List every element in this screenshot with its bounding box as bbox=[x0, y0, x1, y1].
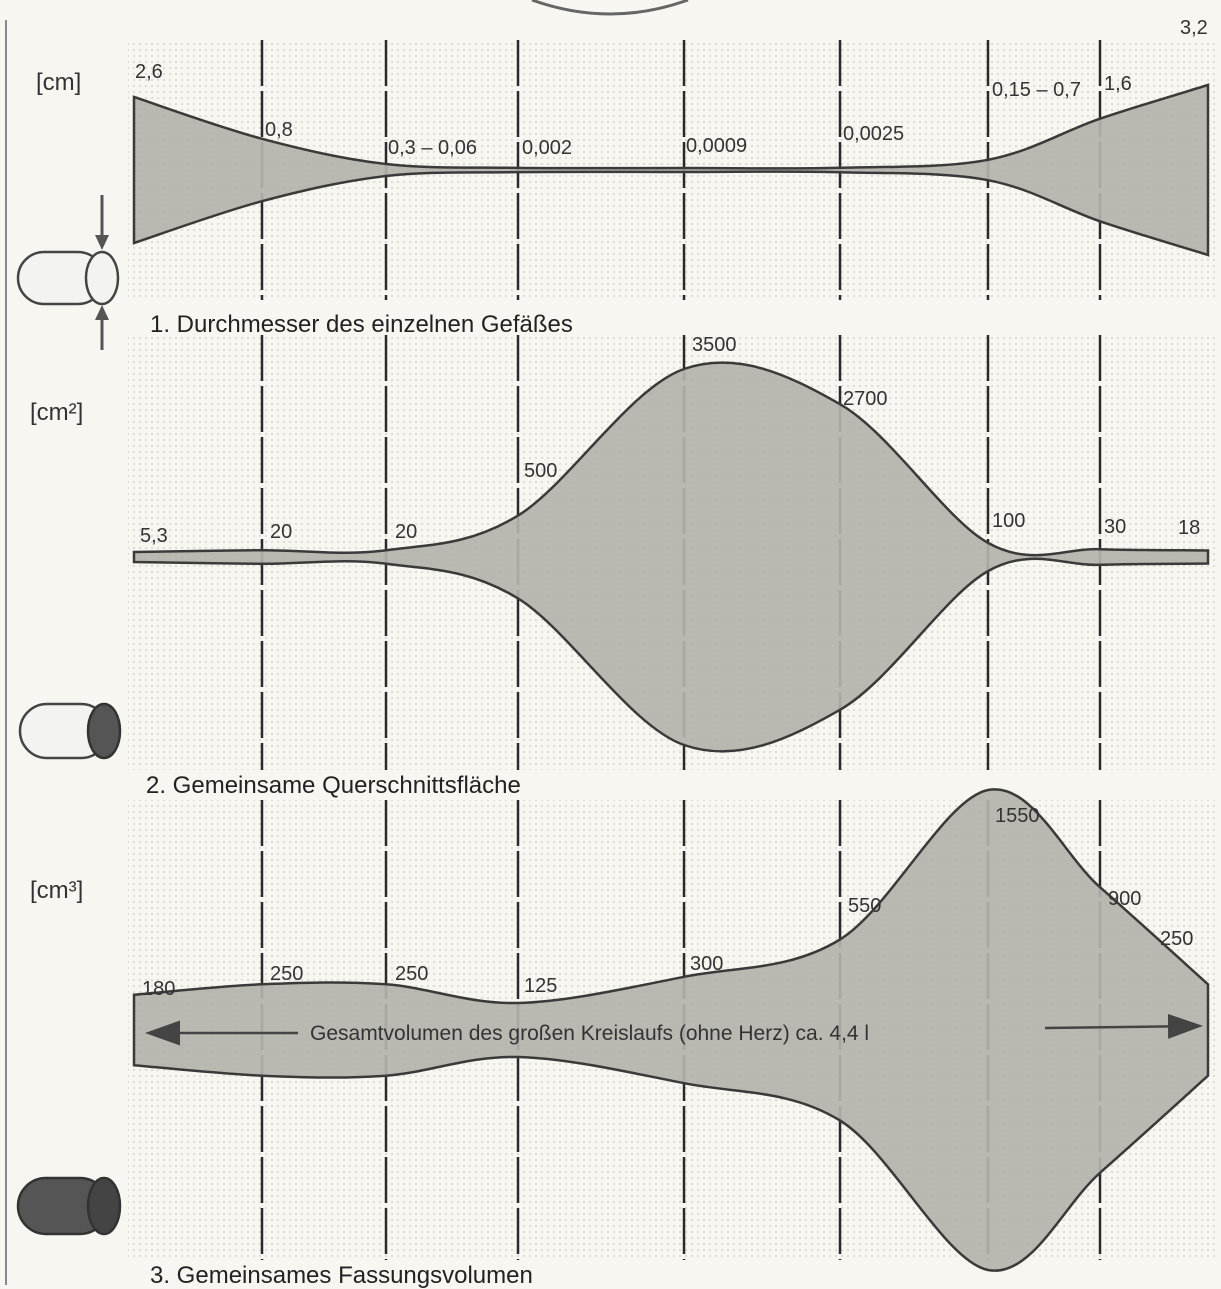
panel-2-value-4: 3500 bbox=[692, 334, 737, 356]
panel-2-value-1: 20 bbox=[270, 521, 292, 543]
panel-3-value-5: 550 bbox=[848, 895, 881, 917]
panel-1-value-5: 0,0025 bbox=[843, 123, 904, 145]
panel-2-value-8: 18 bbox=[1178, 517, 1200, 539]
panel-2-value-5: 2700 bbox=[843, 388, 888, 410]
panel-3-title: 3. Gemeinsames Fassungsvolumen bbox=[150, 1262, 533, 1289]
cross-section-shape bbox=[132, 361, 1210, 753]
panel-1-value-0: 2,6 bbox=[135, 61, 163, 83]
volume-shape bbox=[132, 788, 1210, 1272]
panel-3-value-1: 250 bbox=[270, 963, 303, 985]
panel-2-value-3: 500 bbox=[524, 460, 557, 482]
panel-3-value-4: 300 bbox=[690, 953, 723, 975]
panel-1-value-1: 0,8 bbox=[265, 119, 293, 141]
panel-1-value-2: 0,3 – 0,06 bbox=[388, 137, 477, 159]
diameter-shape bbox=[132, 83, 1210, 257]
panel-1-value-7: 1,6 bbox=[1104, 73, 1132, 95]
panel-2-value-6: 100 bbox=[992, 510, 1025, 532]
open-tube-icon bbox=[16, 195, 120, 350]
total-volume-annotation: Gesamtvolumen des großen Kreislaufs (ohn… bbox=[310, 1022, 869, 1045]
panel-1-title: 1. Durchmesser des einzelnen Gefäßes bbox=[150, 311, 573, 338]
panel-3-value-3: 125 bbox=[524, 975, 557, 997]
panel-1-value-3: 0,002 bbox=[522, 137, 572, 159]
top-decorative-arc bbox=[531, 0, 689, 16]
panel-2-title: 2. Gemeinsame Querschnittsfläche bbox=[146, 772, 521, 799]
panel-3-value-2: 250 bbox=[395, 963, 428, 985]
panel-3-value-8: 250 bbox=[1160, 928, 1193, 950]
panel-1-value-4: 0,0009 bbox=[686, 135, 747, 157]
panel-3-value-0: 180 bbox=[142, 978, 175, 1000]
panel-3-value-6: 1550 bbox=[995, 805, 1040, 827]
panel-1-value-6: 0,15 – 0,7 bbox=[992, 79, 1081, 101]
panel-1-value-8: 3,2 bbox=[1180, 17, 1208, 39]
panel-2-value-2: 20 bbox=[395, 521, 417, 543]
panel-3-unit-label: [cm³] bbox=[30, 877, 83, 904]
panel-2-unit-label: [cm²] bbox=[30, 399, 83, 426]
filled-tube-icon bbox=[16, 1176, 122, 1236]
panel-3-value-7: 900 bbox=[1108, 888, 1141, 910]
panel-1-unit-label: [cm] bbox=[36, 69, 81, 96]
panel-2-value-0: 5,3 bbox=[140, 525, 168, 547]
total-volume-arrow-right bbox=[1044, 1013, 1203, 1039]
open-tube-shaded-end-icon bbox=[18, 702, 122, 760]
panel-2-value-7: 30 bbox=[1104, 516, 1126, 538]
